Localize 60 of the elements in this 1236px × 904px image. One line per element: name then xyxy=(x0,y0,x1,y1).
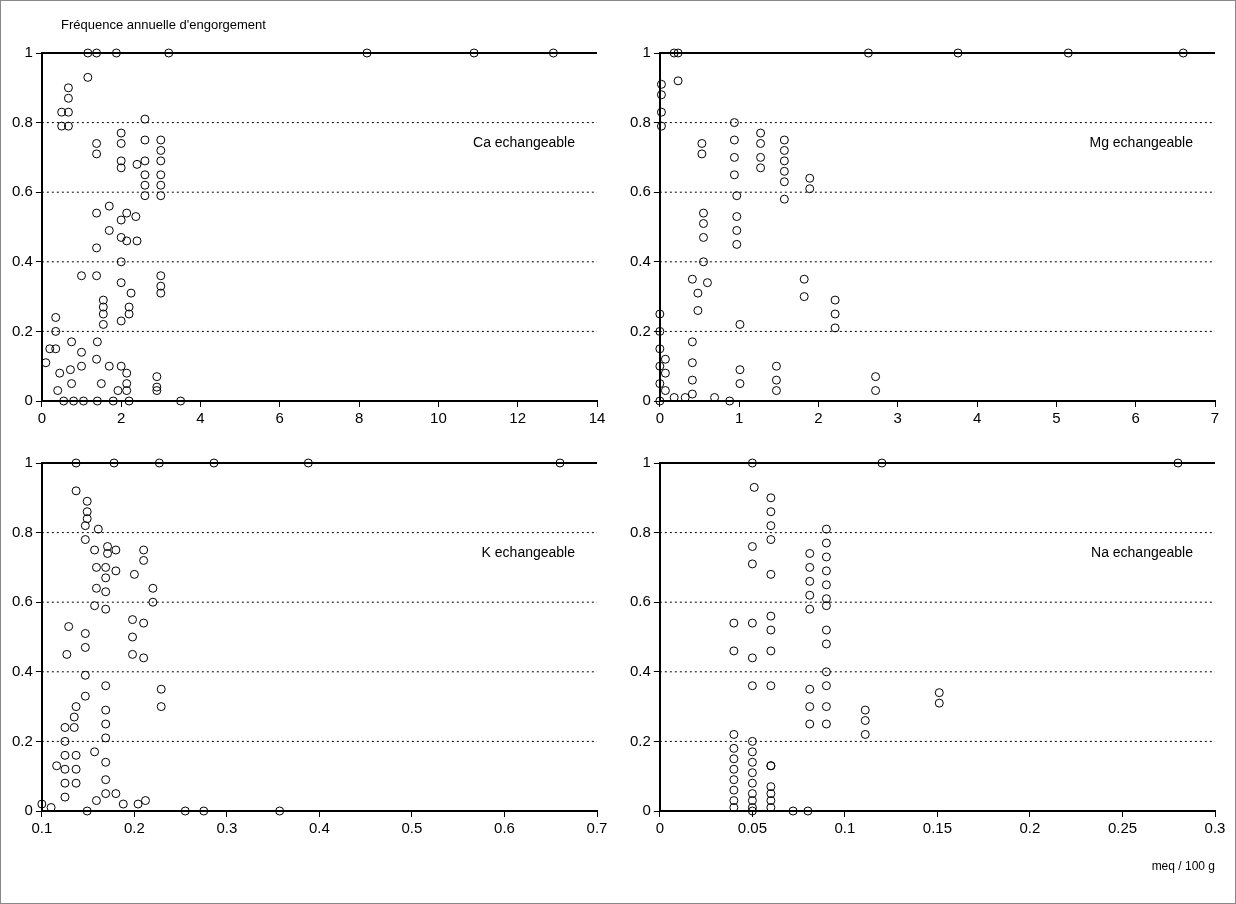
x-tick-label: 4 xyxy=(196,409,205,427)
x-tick-label: 0.3 xyxy=(216,819,238,837)
x-tick-label: 4 xyxy=(972,409,982,427)
y-tick-label: 1 xyxy=(642,43,651,61)
x-tick-label: 0.1 xyxy=(31,819,53,837)
y-axis-title: Fréquence annuelle d'engorgement xyxy=(61,17,266,32)
x-axis-title: meq / 100 g xyxy=(1151,859,1215,873)
x-tick-label: 0.7 xyxy=(586,819,608,837)
y-tick-label: 0.8 xyxy=(11,112,33,130)
x-tick-label: 0 xyxy=(655,819,665,837)
x-tick-label: 2 xyxy=(116,409,126,427)
y-tick-label: 0.8 xyxy=(629,112,651,130)
x-tick-label: 10 xyxy=(430,409,447,427)
x-tick-label: 0.15 xyxy=(922,819,953,837)
x-tick-label: 0 xyxy=(655,409,665,427)
y-tick-label: 0.8 xyxy=(11,522,33,540)
y-tick-label: 1 xyxy=(24,43,33,61)
x-tick-label: 0.3 xyxy=(1204,819,1226,837)
x-tick-label: 0.6 xyxy=(494,819,515,837)
y-tick-label: 0.6 xyxy=(629,182,651,200)
x-tick-label: 8 xyxy=(354,409,364,427)
text: K echangeable xyxy=(481,544,576,561)
x-tick-label: 6 xyxy=(275,409,284,427)
x-tick-label: 0.1 xyxy=(834,819,856,837)
x-tick-label: 6 xyxy=(1131,409,1140,427)
y-tick-label: 0.2 xyxy=(11,731,33,749)
y-tick-label: 1 xyxy=(642,453,651,471)
x-tick-label: 0.2 xyxy=(123,819,145,837)
x-tick-label: 0.5 xyxy=(401,819,423,837)
x-tick-label: 7 xyxy=(1210,409,1220,427)
x-tick-label: 0 xyxy=(37,409,47,427)
x-tick-label: 3 xyxy=(893,409,902,427)
x-tick-label: 0.05 xyxy=(737,819,767,837)
text: Na echangeable xyxy=(1091,544,1194,561)
y-tick-label: 0.6 xyxy=(11,182,33,200)
x-tick-label: 0.4 xyxy=(309,819,330,837)
y-tick-label: 0.4 xyxy=(629,251,651,269)
y-tick-label: 0.6 xyxy=(11,592,33,610)
y-tick-label: 0.2 xyxy=(629,731,651,749)
y-tick-label: 0.6 xyxy=(629,592,651,610)
text: Ca echangeable xyxy=(473,134,576,151)
x-tick-label: 5 xyxy=(1052,409,1061,427)
y-tick-label: 0.8 xyxy=(629,522,651,540)
x-tick-label: 14 xyxy=(588,409,606,427)
y-tick-label: 0 xyxy=(642,391,651,409)
y-tick-label: 0.2 xyxy=(629,321,651,339)
x-tick-label: 1 xyxy=(734,409,744,427)
x-tick-label: 12 xyxy=(509,409,527,427)
y-tick-label: 0.4 xyxy=(11,661,33,679)
y-tick-label: 0 xyxy=(24,391,33,409)
y-tick-label: 0 xyxy=(642,801,651,819)
x-tick-label: 0.2 xyxy=(1019,819,1041,837)
text: Mg echangeable xyxy=(1089,134,1194,151)
x-tick-label: 2 xyxy=(814,409,823,427)
y-tick-label: 0.4 xyxy=(629,661,651,679)
x-tick-label: 0.25 xyxy=(1107,819,1138,837)
y-tick-label: 0.4 xyxy=(11,251,33,269)
y-tick-label: 0 xyxy=(24,801,33,819)
y-tick-label: 1 xyxy=(24,453,33,471)
y-tick-label: 0.2 xyxy=(11,321,33,339)
